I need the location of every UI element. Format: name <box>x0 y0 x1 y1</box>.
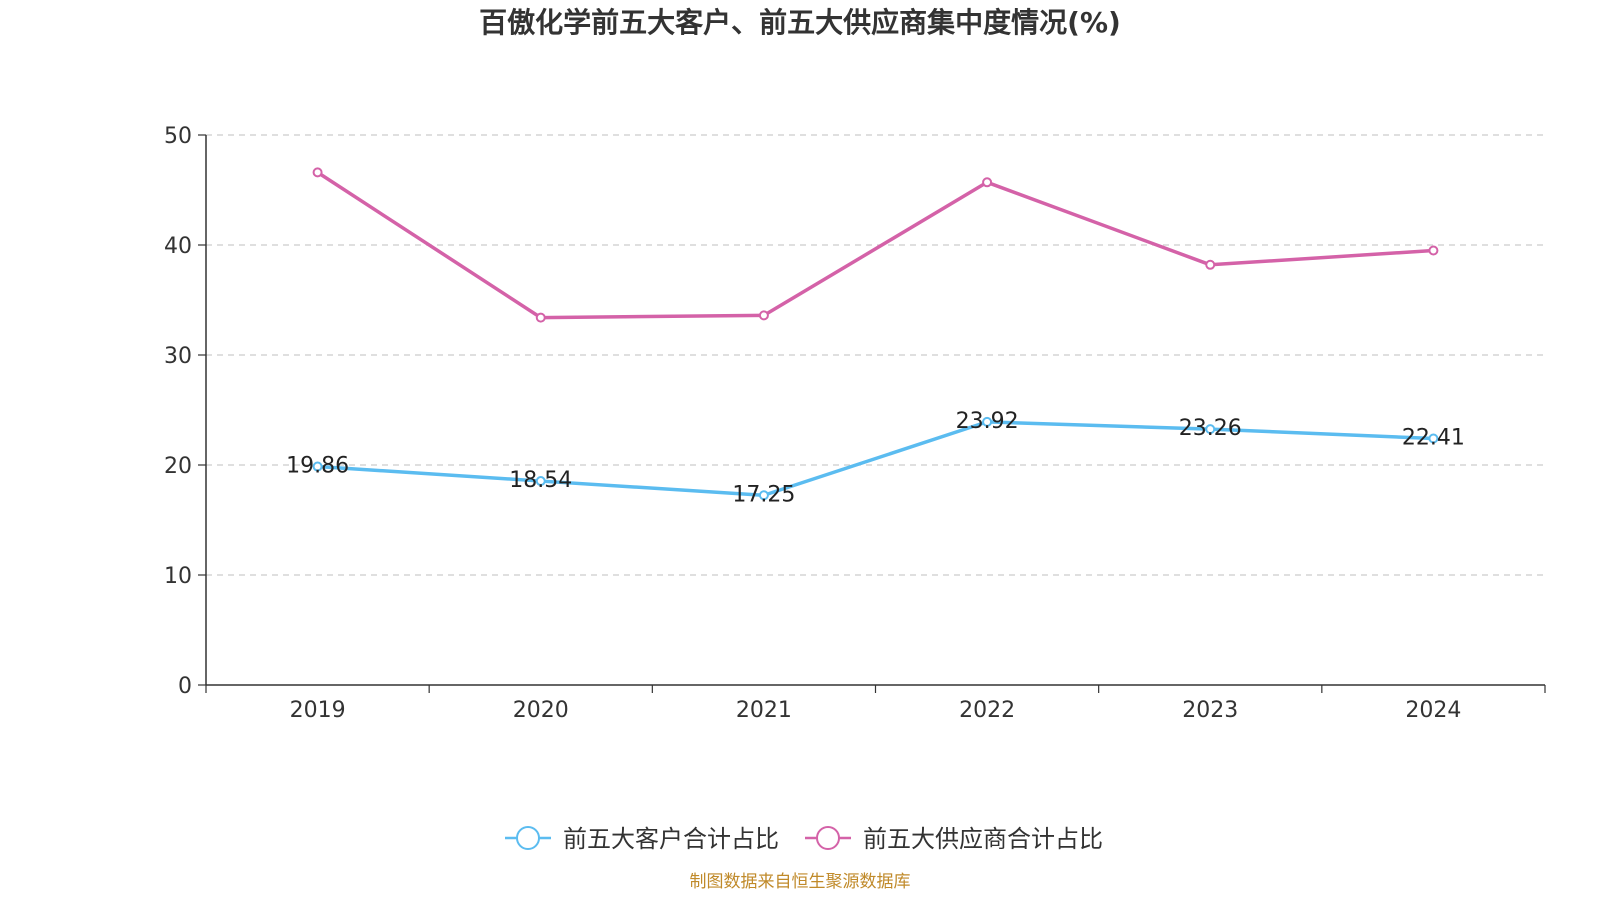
chart-title: 百傲化学前五大客户、前五大供应商集中度情况(%) <box>479 6 1121 39</box>
y-tick-label: 30 <box>164 344 192 369</box>
data-point <box>1205 259 1216 270</box>
source-note: 制图数据来自恒生聚源数据库 <box>690 872 911 892</box>
y-tick-label: 20 <box>164 454 192 479</box>
y-tick-label: 10 <box>164 564 192 589</box>
data-labels: 19.86 18.54 17.25 23.92 23.26 22.41 <box>286 409 1465 507</box>
data-point <box>758 490 769 501</box>
data-point <box>982 177 993 188</box>
axes: 0 10 20 30 40 50 2019 2020 2021 2022 2023 2024 <box>164 124 1546 723</box>
legend-item[interactable]: 前五大客户合计占比 <box>505 825 779 853</box>
data-label: 17.25 <box>732 482 795 507</box>
legend-label: 前五大供应商合计占比 <box>863 825 1103 853</box>
data-point <box>535 476 546 487</box>
x-tick-label: 2021 <box>736 698 792 723</box>
legend-marker-icon <box>816 826 840 850</box>
grid <box>206 134 1545 576</box>
data-point <box>982 416 993 427</box>
data-point <box>758 310 769 321</box>
legend-label: 前五大客户合计占比 <box>563 825 779 853</box>
data-point <box>312 167 323 178</box>
legend-marker-icon <box>516 826 540 850</box>
data-label: 18.54 <box>509 468 572 493</box>
data-point <box>1205 424 1216 435</box>
x-tick-label: 2019 <box>290 698 346 723</box>
data-point <box>312 461 323 472</box>
x-tick-label: 2022 <box>959 698 1015 723</box>
series-line <box>316 170 1434 320</box>
data-label: 23.26 <box>1179 416 1242 441</box>
data-point <box>535 312 546 323</box>
y-tick-label: 0 <box>178 674 192 699</box>
legend[interactable]: 前五大客户合计占比 前五大供应商合计占比 <box>505 825 1103 853</box>
data-label: 23.92 <box>956 409 1019 434</box>
data-label: 19.86 <box>286 454 349 479</box>
y-tick-label: 40 <box>164 234 192 259</box>
data-point <box>1428 245 1439 256</box>
x-tick-label: 2024 <box>1405 698 1461 723</box>
legend-item[interactable]: 前五大供应商合计占比 <box>805 825 1103 853</box>
y-tick-label: 50 <box>164 124 192 149</box>
x-tick-label: 2020 <box>513 698 569 723</box>
x-tick-label: 2023 <box>1182 698 1238 723</box>
data-label: 22.41 <box>1402 425 1465 450</box>
data-point <box>1428 433 1439 444</box>
series <box>312 167 1439 501</box>
series-line <box>317 420 1434 497</box>
